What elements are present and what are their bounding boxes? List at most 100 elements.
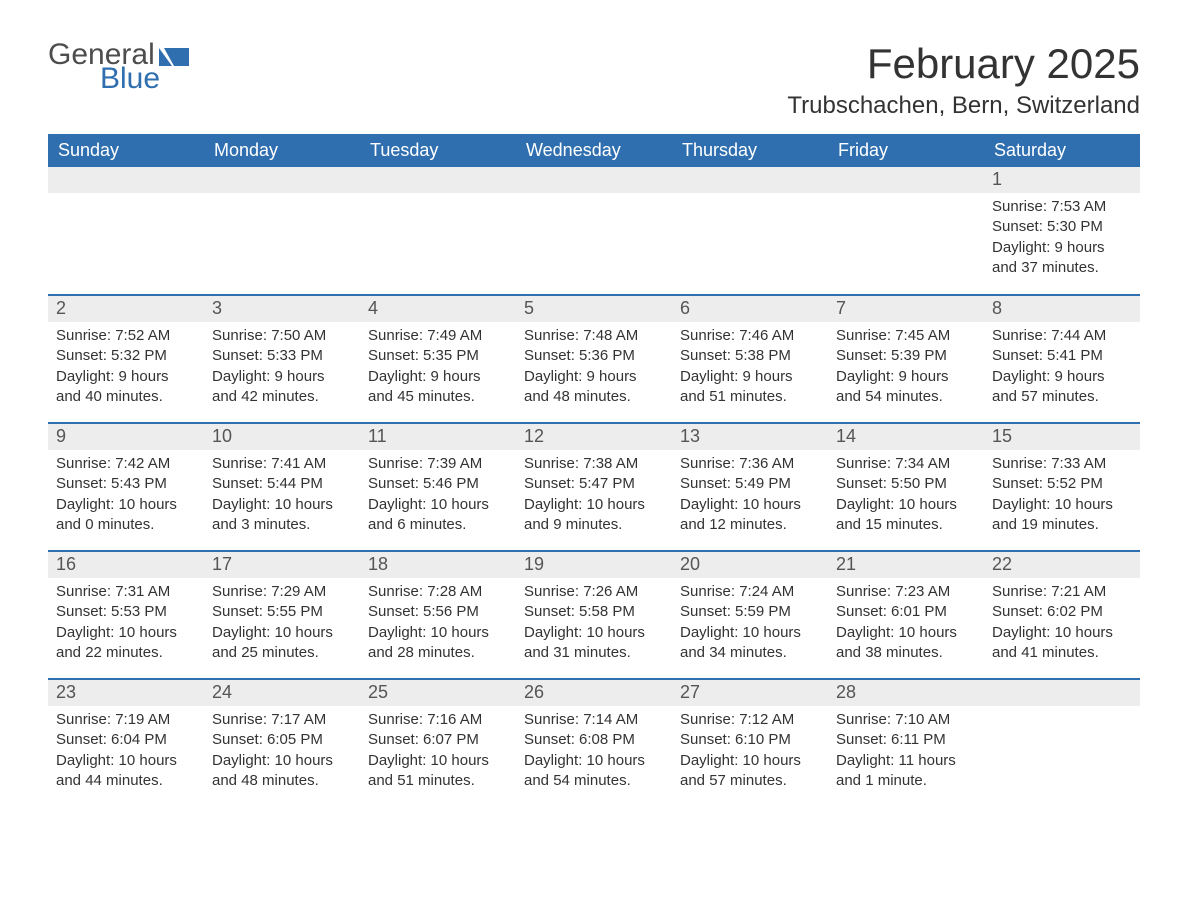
day-number: 4 <box>360 296 516 322</box>
day-daylight: Daylight: 10 hours and 28 minutes. <box>368 623 508 664</box>
day-number: 10 <box>204 424 360 450</box>
header: General Blue February 2025 Trubschachen,… <box>48 40 1140 120</box>
day-sunrise: Sunrise: 7:41 AM <box>212 454 352 474</box>
day-number: 9 <box>48 424 204 450</box>
day-number: 13 <box>672 424 828 450</box>
day-daylight: Daylight: 10 hours and 12 minutes. <box>680 495 820 536</box>
day-number: 3 <box>204 296 360 322</box>
day-sunrise: Sunrise: 7:29 AM <box>212 582 352 602</box>
day-cell: 19Sunrise: 7:26 AMSunset: 5:58 PMDayligh… <box>516 551 672 679</box>
day-cell: 6Sunrise: 7:46 AMSunset: 5:38 PMDaylight… <box>672 295 828 423</box>
day-content: Sunrise: 7:10 AMSunset: 6:11 PMDaylight:… <box>828 706 984 799</box>
day-cell <box>516 167 672 295</box>
day-sunrise: Sunrise: 7:44 AM <box>992 326 1132 346</box>
day-sunset: Sunset: 5:50 PM <box>836 474 976 494</box>
day-number <box>984 680 1140 706</box>
week-row: 2Sunrise: 7:52 AMSunset: 5:32 PMDaylight… <box>48 295 1140 423</box>
day-number: 11 <box>360 424 516 450</box>
day-number: 15 <box>984 424 1140 450</box>
day-sunset: Sunset: 6:10 PM <box>680 730 820 750</box>
day-sunset: Sunset: 5:33 PM <box>212 346 352 366</box>
day-cell: 25Sunrise: 7:16 AMSunset: 6:07 PMDayligh… <box>360 679 516 807</box>
day-number <box>672 167 828 193</box>
day-sunrise: Sunrise: 7:12 AM <box>680 710 820 730</box>
weekday-header: Monday <box>204 134 360 167</box>
day-cell <box>672 167 828 295</box>
day-sunset: Sunset: 5:46 PM <box>368 474 508 494</box>
day-daylight: Daylight: 10 hours and 0 minutes. <box>56 495 196 536</box>
day-sunrise: Sunrise: 7:34 AM <box>836 454 976 474</box>
day-daylight: Daylight: 10 hours and 19 minutes. <box>992 495 1132 536</box>
day-sunset: Sunset: 5:39 PM <box>836 346 976 366</box>
day-sunrise: Sunrise: 7:23 AM <box>836 582 976 602</box>
day-number: 21 <box>828 552 984 578</box>
day-daylight: Daylight: 9 hours and 51 minutes. <box>680 367 820 408</box>
day-number: 8 <box>984 296 1140 322</box>
day-cell: 18Sunrise: 7:28 AMSunset: 5:56 PMDayligh… <box>360 551 516 679</box>
day-cell: 27Sunrise: 7:12 AMSunset: 6:10 PMDayligh… <box>672 679 828 807</box>
day-number <box>204 167 360 193</box>
weekday-header: Tuesday <box>360 134 516 167</box>
day-sunrise: Sunrise: 7:45 AM <box>836 326 976 346</box>
day-daylight: Daylight: 10 hours and 15 minutes. <box>836 495 976 536</box>
day-sunrise: Sunrise: 7:19 AM <box>56 710 196 730</box>
weekday-header: Wednesday <box>516 134 672 167</box>
day-cell: 24Sunrise: 7:17 AMSunset: 6:05 PMDayligh… <box>204 679 360 807</box>
day-sunrise: Sunrise: 7:53 AM <box>992 197 1132 217</box>
weekday-header: Saturday <box>984 134 1140 167</box>
day-sunset: Sunset: 5:49 PM <box>680 474 820 494</box>
day-content: Sunrise: 7:23 AMSunset: 6:01 PMDaylight:… <box>828 578 984 671</box>
day-cell: 15Sunrise: 7:33 AMSunset: 5:52 PMDayligh… <box>984 423 1140 551</box>
day-daylight: Daylight: 10 hours and 3 minutes. <box>212 495 352 536</box>
day-daylight: Daylight: 9 hours and 37 minutes. <box>992 238 1132 279</box>
day-content: Sunrise: 7:42 AMSunset: 5:43 PMDaylight:… <box>48 450 204 543</box>
day-content: Sunrise: 7:26 AMSunset: 5:58 PMDaylight:… <box>516 578 672 671</box>
day-content: Sunrise: 7:39 AMSunset: 5:46 PMDaylight:… <box>360 450 516 543</box>
day-number: 5 <box>516 296 672 322</box>
day-number <box>360 167 516 193</box>
weekday-header: Thursday <box>672 134 828 167</box>
day-number: 26 <box>516 680 672 706</box>
week-row: 9Sunrise: 7:42 AMSunset: 5:43 PMDaylight… <box>48 423 1140 551</box>
day-daylight: Daylight: 10 hours and 57 minutes. <box>680 751 820 792</box>
day-cell: 20Sunrise: 7:24 AMSunset: 5:59 PMDayligh… <box>672 551 828 679</box>
day-cell: 4Sunrise: 7:49 AMSunset: 5:35 PMDaylight… <box>360 295 516 423</box>
day-content: Sunrise: 7:41 AMSunset: 5:44 PMDaylight:… <box>204 450 360 543</box>
day-daylight: Daylight: 10 hours and 41 minutes. <box>992 623 1132 664</box>
day-cell: 11Sunrise: 7:39 AMSunset: 5:46 PMDayligh… <box>360 423 516 551</box>
day-sunrise: Sunrise: 7:17 AM <box>212 710 352 730</box>
day-sunrise: Sunrise: 7:42 AM <box>56 454 196 474</box>
day-sunset: Sunset: 5:53 PM <box>56 602 196 622</box>
day-sunset: Sunset: 5:32 PM <box>56 346 196 366</box>
day-daylight: Daylight: 10 hours and 25 minutes. <box>212 623 352 664</box>
day-daylight: Daylight: 10 hours and 9 minutes. <box>524 495 664 536</box>
day-content: Sunrise: 7:46 AMSunset: 5:38 PMDaylight:… <box>672 322 828 415</box>
day-daylight: Daylight: 10 hours and 38 minutes. <box>836 623 976 664</box>
weekday-header-row: Sunday Monday Tuesday Wednesday Thursday… <box>48 134 1140 167</box>
day-content: Sunrise: 7:17 AMSunset: 6:05 PMDaylight:… <box>204 706 360 799</box>
day-sunrise: Sunrise: 7:33 AM <box>992 454 1132 474</box>
day-daylight: Daylight: 11 hours and 1 minute. <box>836 751 976 792</box>
day-sunrise: Sunrise: 7:10 AM <box>836 710 976 730</box>
day-content: Sunrise: 7:38 AMSunset: 5:47 PMDaylight:… <box>516 450 672 543</box>
weekday-header: Sunday <box>48 134 204 167</box>
day-sunset: Sunset: 5:56 PM <box>368 602 508 622</box>
day-content: Sunrise: 7:45 AMSunset: 5:39 PMDaylight:… <box>828 322 984 415</box>
day-number: 20 <box>672 552 828 578</box>
day-number <box>828 167 984 193</box>
day-daylight: Daylight: 10 hours and 34 minutes. <box>680 623 820 664</box>
day-cell: 5Sunrise: 7:48 AMSunset: 5:36 PMDaylight… <box>516 295 672 423</box>
day-sunset: Sunset: 5:47 PM <box>524 474 664 494</box>
day-number <box>516 167 672 193</box>
day-sunrise: Sunrise: 7:46 AM <box>680 326 820 346</box>
day-daylight: Daylight: 10 hours and 31 minutes. <box>524 623 664 664</box>
day-sunset: Sunset: 6:04 PM <box>56 730 196 750</box>
week-row: 16Sunrise: 7:31 AMSunset: 5:53 PMDayligh… <box>48 551 1140 679</box>
day-number: 23 <box>48 680 204 706</box>
day-cell: 13Sunrise: 7:36 AMSunset: 5:49 PMDayligh… <box>672 423 828 551</box>
day-number: 6 <box>672 296 828 322</box>
day-content: Sunrise: 7:48 AMSunset: 5:36 PMDaylight:… <box>516 322 672 415</box>
day-cell: 22Sunrise: 7:21 AMSunset: 6:02 PMDayligh… <box>984 551 1140 679</box>
day-daylight: Daylight: 10 hours and 51 minutes. <box>368 751 508 792</box>
day-number: 18 <box>360 552 516 578</box>
